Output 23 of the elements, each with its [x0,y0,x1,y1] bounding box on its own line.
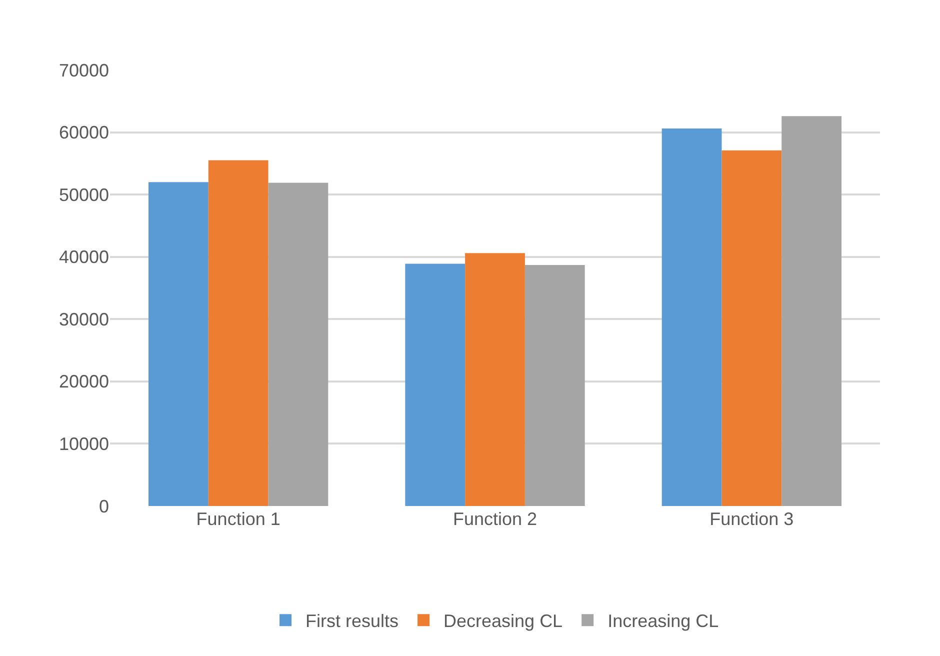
legend-label: Increasing CL [608,611,719,632]
bar [268,182,328,506]
y-tick-label: 20000 [58,372,109,392]
bar [722,150,782,506]
legend-label: First results [306,611,399,632]
bar [782,116,842,506]
bar [208,160,268,506]
y-tick-label: 60000 [58,122,109,143]
y-tick-label: 0 [98,496,109,516]
y-tick-label: 50000 [58,184,109,205]
bar [662,128,722,506]
bar [148,182,208,506]
bar [465,253,525,506]
y-tick-label: 40000 [58,247,109,268]
y-tick-label: 10000 [58,434,109,454]
bar [524,264,585,506]
legend-label: Decreasing CL [444,611,563,632]
x-tick-label: Function 2 [452,509,538,529]
y-tick-label: 70000 [58,60,109,80]
y-tick-label: 30000 [58,309,109,330]
x-tick-label: Function 3 [710,509,794,529]
bar [405,264,466,506]
x-tick-label: Function 1 [196,509,280,529]
